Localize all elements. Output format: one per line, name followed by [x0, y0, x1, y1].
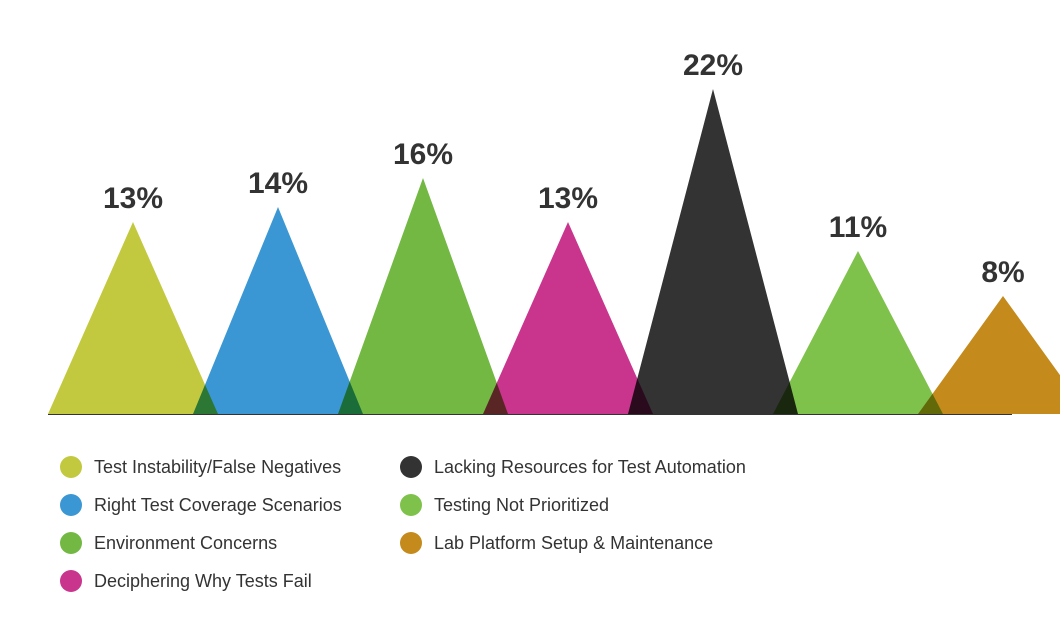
triangle-chart: Test Instability/False Negatives Lacking … [0, 0, 1060, 637]
legend-swatch-icon [60, 570, 82, 592]
legend-item: Lacking Resources for Test Automation [400, 448, 740, 486]
legend-swatch-icon [60, 494, 82, 516]
legend-label: Lab Platform Setup & Maintenance [434, 533, 713, 554]
legend-label: Right Test Coverage Scenarios [94, 495, 342, 516]
legend-label: Lacking Resources for Test Automation [434, 457, 746, 478]
legend-item: Environment Concerns [60, 524, 400, 562]
legend-swatch-icon [400, 532, 422, 554]
legend-label: Testing Not Prioritized [434, 495, 609, 516]
legend-item: Testing Not Prioritized [400, 486, 740, 524]
legend-swatch-icon [400, 494, 422, 516]
legend-item: Right Test Coverage Scenarios [60, 486, 400, 524]
triangle-bar [918, 296, 1060, 414]
legend-item: Lab Platform Setup & Maintenance [400, 524, 740, 562]
legend-swatch-icon [400, 456, 422, 478]
legend-label: Test Instability/False Negatives [94, 457, 341, 478]
chart-legend: Test Instability/False Negatives Lacking … [60, 448, 740, 600]
value-label: 13% [538, 182, 598, 216]
legend-swatch-icon [60, 532, 82, 554]
legend-label: Deciphering Why Tests Fail [94, 571, 312, 592]
value-label: 8% [981, 256, 1024, 290]
legend-item: Deciphering Why Tests Fail [60, 562, 400, 600]
plot-area [48, 89, 1012, 414]
value-label: 11% [829, 211, 887, 245]
chart-baseline [48, 414, 1012, 415]
value-label: 13% [103, 182, 163, 216]
value-label: 16% [393, 138, 453, 172]
value-label: 14% [248, 167, 308, 201]
legend-label: Environment Concerns [94, 533, 277, 554]
legend-swatch-icon [60, 456, 82, 478]
value-label: 22% [683, 49, 743, 83]
legend-item: Test Instability/False Negatives [60, 448, 400, 486]
